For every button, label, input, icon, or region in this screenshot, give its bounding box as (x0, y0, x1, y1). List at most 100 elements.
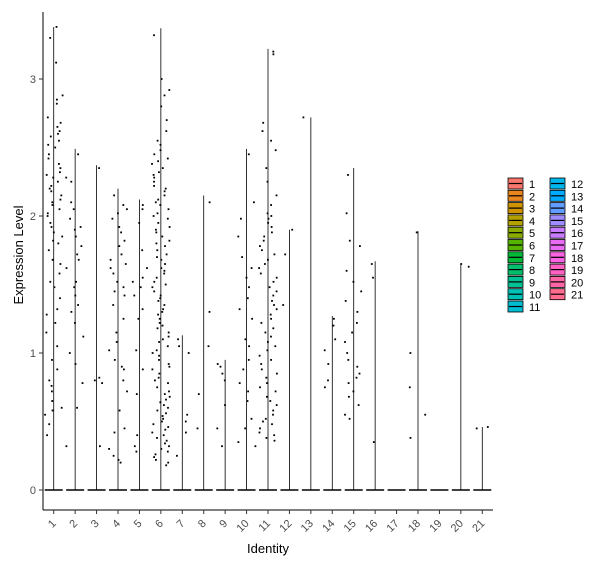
point-11-10 (266, 212, 269, 215)
point-4-0 (113, 194, 115, 197)
point-1-21 (52, 176, 55, 179)
point-2-1 (65, 176, 68, 179)
point-11-8 (275, 194, 278, 197)
point-6-91 (152, 423, 155, 426)
point-6-51 (159, 294, 162, 297)
legend-label-8: 8 (529, 265, 535, 277)
point-1-13 (47, 143, 50, 146)
point-1-7 (59, 121, 62, 124)
point-9-6 (221, 445, 223, 448)
point-10-20 (237, 441, 240, 443)
point-6-57 (157, 313, 159, 316)
point-6-16 (152, 174, 155, 176)
point-6-30 (157, 222, 160, 224)
point-11-38 (270, 335, 272, 338)
x-tick-label-9: 9 (217, 518, 230, 531)
point-15-14 (356, 365, 359, 368)
legend-label-6: 6 (529, 241, 535, 253)
point-15-10 (351, 331, 353, 334)
point-4-2 (126, 208, 128, 211)
point-6-68 (151, 352, 154, 354)
point-1-32 (46, 215, 49, 217)
legend-label-7: 7 (529, 253, 535, 265)
point-9-1 (219, 365, 222, 368)
point-6-25 (159, 204, 162, 206)
point-1-54 (50, 385, 53, 387)
point-11-39 (267, 341, 269, 343)
point-10-10 (251, 317, 253, 320)
point-6-63 (167, 335, 170, 338)
point-1-57 (60, 406, 63, 409)
point-3-2 (93, 379, 96, 382)
point-6-94 (151, 431, 154, 434)
point-1-5 (55, 102, 58, 105)
point-6-74 (158, 372, 161, 375)
point-4-27 (126, 390, 128, 393)
point-1-27 (59, 198, 62, 201)
point-11-40 (274, 345, 277, 348)
point-4-11 (124, 263, 127, 265)
point-6-71 (167, 363, 170, 365)
point-20-0 (460, 263, 463, 265)
point-16-0 (370, 263, 373, 265)
point-11-4 (270, 139, 272, 142)
point-15-8 (356, 311, 359, 313)
point-11-6 (265, 167, 268, 169)
point-11-5 (274, 149, 277, 152)
x-tick-label-1: 1 (46, 518, 59, 531)
point-4-6 (120, 231, 122, 234)
x-tick-label-17: 17 (385, 518, 402, 535)
point-5-6 (131, 280, 134, 283)
point-18-3 (424, 413, 427, 416)
point-11-13 (267, 222, 269, 224)
point-1-36 (61, 235, 64, 238)
point-2-7 (73, 228, 76, 231)
point-6-11 (166, 157, 169, 160)
point-2-9 (80, 245, 83, 247)
x-tick-label-8: 8 (196, 518, 209, 531)
point-6-35 (168, 239, 171, 242)
point-7-3 (186, 413, 189, 416)
point-11-19 (261, 249, 263, 252)
point-6-12 (157, 160, 159, 163)
point-1-43 (49, 280, 52, 283)
point-4-16 (113, 290, 116, 293)
point-6-34 (161, 235, 164, 238)
point-6-47 (153, 280, 156, 283)
point-10-5 (250, 267, 253, 269)
point-11-43 (270, 359, 272, 361)
point-2-0 (77, 153, 79, 156)
point-6-60 (161, 324, 164, 327)
point-1-20 (45, 174, 48, 176)
point-6-52 (159, 297, 162, 300)
point-1-52 (56, 368, 59, 371)
point-6-81 (168, 395, 171, 398)
point-11-41 (266, 349, 269, 352)
legend-label-2: 2 (529, 191, 535, 203)
axes-group (39, 12, 493, 514)
point-6-95 (162, 434, 165, 437)
point-4-12 (109, 267, 112, 269)
point-4-3 (117, 212, 119, 215)
point-6-80 (163, 393, 166, 395)
point-6-106 (165, 464, 168, 467)
legend-label-10: 10 (529, 290, 541, 302)
point-6-55 (162, 308, 164, 311)
point-6-39 (165, 253, 168, 256)
point-15-22 (348, 417, 351, 420)
point-1-3 (61, 94, 64, 97)
point-1-10 (57, 132, 59, 135)
y-tick-label-1: 1 (30, 348, 36, 360)
point-1-9 (58, 130, 61, 132)
point-10-19 (244, 427, 247, 430)
point-6-70 (158, 359, 160, 361)
point-5-14 (136, 434, 139, 437)
y-tick-label-2: 2 (30, 211, 36, 223)
point-6-17 (153, 176, 156, 179)
point-10-13 (247, 359, 250, 361)
point-2-17 (70, 311, 73, 313)
point-11-59 (259, 427, 261, 430)
point-1-18 (59, 167, 62, 169)
